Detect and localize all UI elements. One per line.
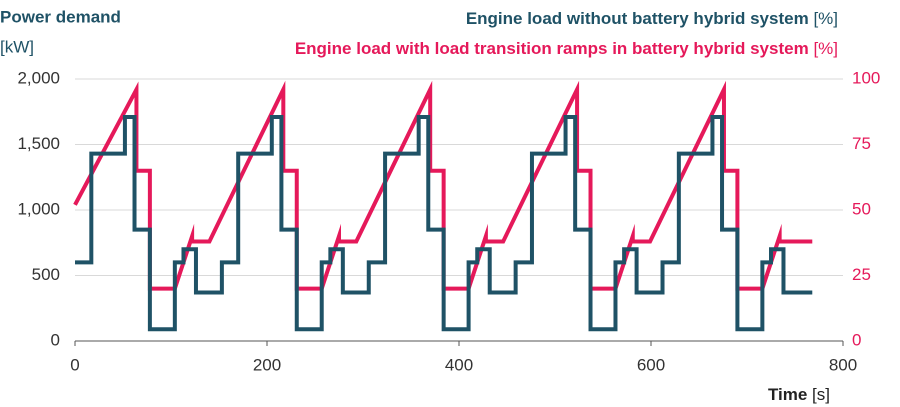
legend-unit: [%] [813, 39, 838, 58]
y-tick-label: 500 [32, 265, 60, 284]
x-tick-label: 600 [637, 355, 665, 374]
y2-tick-label: 0 [852, 330, 861, 349]
y-tick-label: 0 [51, 330, 60, 349]
x-tick-label: 400 [445, 355, 473, 374]
y-tick-label: 2,000 [17, 68, 60, 87]
y2-tick-label: 25 [852, 265, 871, 284]
y2-tick-label: 100 [852, 68, 880, 87]
y2-tick-label: 75 [852, 134, 871, 153]
x-axis-title: Time [s] [768, 385, 830, 404]
x-tick-label: 200 [253, 355, 281, 374]
y-axis-unit: [kW] [0, 37, 34, 56]
x-tick-label: 0 [70, 355, 79, 374]
legend-entry: Engine load with load transition ramps i… [295, 39, 838, 58]
legend-label: Engine load with load transition ramps i… [295, 39, 809, 58]
x-tick-label: 800 [829, 355, 857, 374]
x-title: Time [768, 385, 807, 404]
legend-label: Engine load without battery hybrid syste… [466, 9, 809, 28]
y2-tick-label: 50 [852, 199, 871, 218]
y-tick-label: 1,500 [17, 134, 60, 153]
y-axis-title: Power demand [0, 7, 121, 26]
series-line [75, 114, 813, 332]
y-tick-label: 1,000 [17, 199, 60, 218]
legend-entry: Engine load without battery hybrid syste… [466, 9, 838, 28]
x-unit: [s] [812, 385, 830, 404]
legend-unit: [%] [813, 9, 838, 28]
